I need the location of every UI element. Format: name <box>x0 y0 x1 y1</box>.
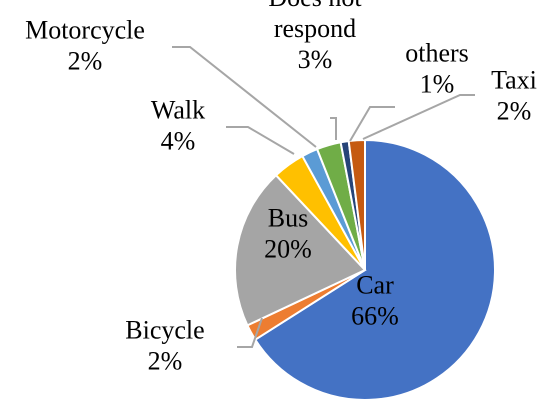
data-label-walk: Walk 4% <box>151 96 205 156</box>
leader-line-walk <box>226 126 295 155</box>
data-label-taxi: Taxi 2% <box>491 66 537 126</box>
slice-car <box>253 138 496 401</box>
data-label-bus: Bus 20% <box>264 204 312 264</box>
leader-line-bicycle <box>237 317 263 348</box>
pie-slices <box>234 138 496 401</box>
leader-lines <box>172 46 475 348</box>
data-label-bicycle: Bicycle 2% <box>125 316 204 376</box>
leader-line-does-not-respond <box>330 117 337 140</box>
leader-line-others <box>349 106 395 142</box>
data-label-others: others 1% <box>405 39 469 99</box>
data-label-car: Car 66% <box>351 271 399 331</box>
slice-taxi <box>347 138 366 271</box>
data-label-does-not-respond: Does notrespond3% <box>268 0 362 74</box>
leader-line-taxi <box>362 94 475 140</box>
slice-bus <box>234 173 367 327</box>
leader-line-motorcycle <box>172 46 317 148</box>
data-label-motorcycle: Motorcycle 2% <box>25 16 145 76</box>
